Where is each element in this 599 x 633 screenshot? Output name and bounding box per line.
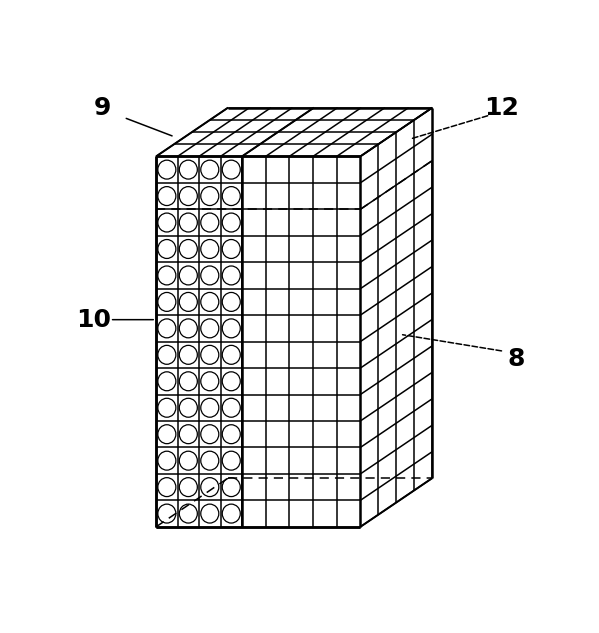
Text: 8: 8 bbox=[507, 347, 525, 371]
Text: 12: 12 bbox=[485, 96, 519, 120]
Text: 10: 10 bbox=[76, 308, 111, 332]
Text: 9: 9 bbox=[94, 96, 111, 120]
